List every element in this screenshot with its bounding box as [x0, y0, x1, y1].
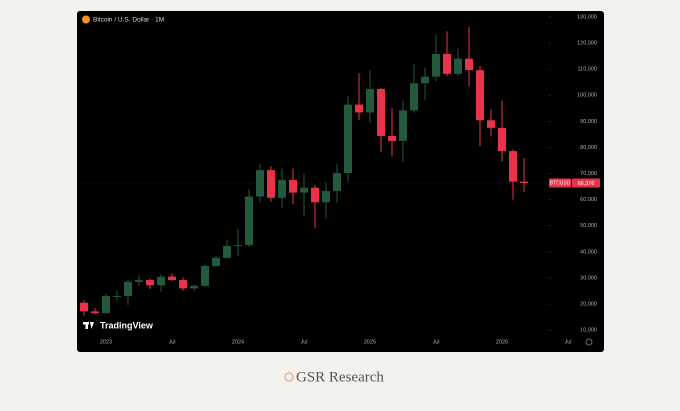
candle-body	[509, 151, 517, 182]
x-tick-label: 2025	[364, 339, 376, 345]
x-tick-label: 2023	[100, 339, 112, 345]
y-tick-label: 20,000	[580, 302, 597, 308]
candle-body	[443, 53, 451, 74]
gsr-logo	[284, 372, 294, 382]
x-tick-label: Jul	[432, 339, 439, 345]
y-tick-label: 60,000	[580, 197, 597, 203]
candle-body	[190, 285, 198, 289]
price-tag-symbol-box	[549, 178, 571, 188]
candle-body	[223, 245, 231, 258]
candle-body	[377, 88, 385, 136]
x-tick-label: 2026	[496, 339, 508, 345]
candle-body	[388, 135, 396, 141]
y-tick-label: 40,000	[580, 249, 597, 255]
candle-body	[245, 196, 253, 246]
x-tick-label: Jul	[300, 339, 307, 345]
candle-body	[179, 280, 187, 289]
price-tag-symbol: BTCUSD	[550, 181, 571, 187]
candle-body	[102, 295, 110, 314]
y-tick-label: 80,000	[580, 145, 597, 151]
candle-body	[410, 83, 418, 111]
candle-body	[256, 170, 264, 197]
candle-body	[91, 311, 99, 314]
candle-body	[399, 110, 407, 141]
y-tick-label: 10,000	[580, 328, 597, 334]
candle-body	[267, 170, 275, 198]
x-tick-label: 2024	[232, 339, 244, 345]
candle-body	[366, 88, 374, 113]
candle-body	[454, 58, 462, 74]
candle-body	[322, 191, 330, 203]
candle-body	[465, 58, 473, 71]
bitcoin-icon	[82, 15, 90, 24]
candle-body	[289, 180, 297, 193]
chart-title: Bitcoin / U.S. Dollar · 1M	[93, 17, 164, 24]
settings-icon[interactable]	[585, 338, 593, 346]
x-tick-label: Jul	[168, 339, 175, 345]
candle-body	[278, 180, 286, 198]
candle-body	[212, 257, 220, 266]
candle-body	[498, 127, 506, 152]
candle-body	[487, 120, 495, 128]
y-tick-label: 120,000	[577, 40, 597, 46]
candle-body	[333, 173, 341, 192]
price-tag-label: 66,376	[578, 181, 595, 187]
candle-body	[520, 181, 528, 184]
candle-body	[355, 104, 363, 113]
candle-body	[135, 280, 143, 282]
candle-body	[476, 70, 484, 121]
tradingview-logo	[83, 322, 94, 329]
candle-body	[201, 265, 209, 286]
candle-body	[157, 276, 165, 286]
y-tick-label: 130,000	[577, 14, 597, 20]
footer-brand: GSR Research	[296, 369, 384, 385]
candle-body	[234, 245, 242, 247]
candle-body	[146, 280, 154, 286]
candle-body	[344, 104, 352, 174]
y-tick-label: 30,000	[580, 275, 597, 281]
y-tick-label: 50,000	[580, 223, 597, 229]
y-tick-label: 70,000	[580, 171, 597, 177]
y-tick-label: 110,000	[578, 67, 597, 73]
price-tag-box	[572, 178, 600, 188]
y-tick-label: 100,000	[577, 93, 597, 99]
candle-body	[421, 76, 429, 84]
y-tick-label: 90,000	[580, 119, 597, 125]
watermark: TradingView	[100, 320, 154, 330]
x-tick-label: Jul	[564, 339, 571, 345]
candle-body	[432, 53, 440, 77]
candle-body	[168, 276, 176, 281]
candle-body	[80, 302, 88, 312]
candle-body	[113, 295, 121, 297]
candle-body	[311, 187, 319, 203]
candle-body	[300, 187, 308, 193]
candle-body	[124, 281, 132, 296]
